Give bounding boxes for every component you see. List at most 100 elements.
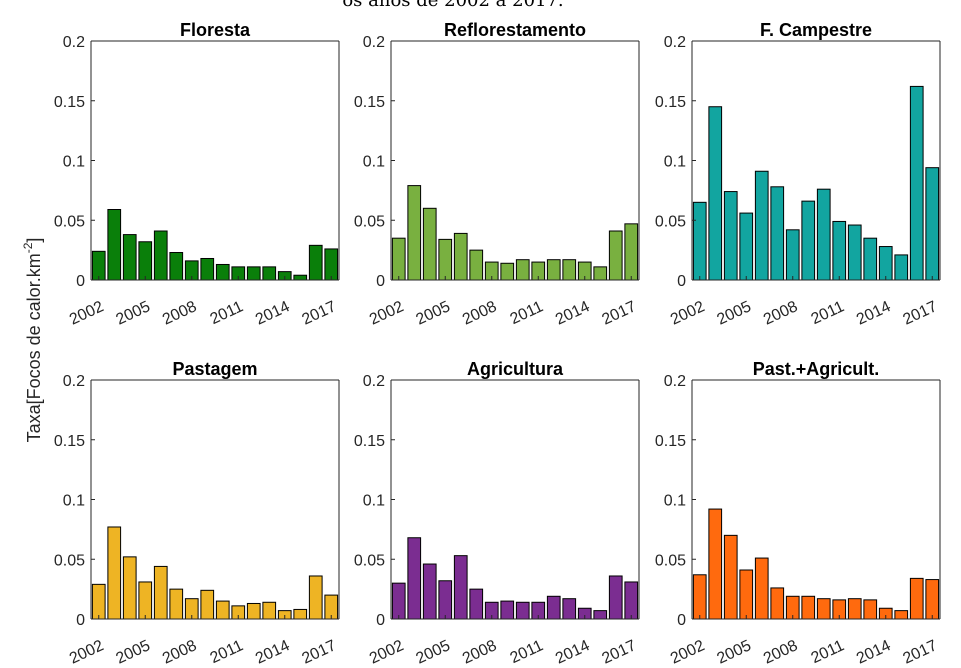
bar	[215, 263, 230, 281]
bar	[138, 241, 153, 281]
chart-panel: 0 0.05 0.1 0.15 0.2 2002 2005 2008 2011 2014 2017 P…	[54, 359, 340, 668]
x-tick-label: 2008	[761, 637, 801, 667]
bar	[246, 266, 261, 281]
y-tick-label: 0.1	[63, 493, 85, 510]
bar	[391, 237, 406, 281]
bar	[293, 608, 308, 620]
figure-caption-fragment: os anos de 2002 a 2017.	[342, 0, 563, 11]
bar	[832, 220, 847, 281]
bar	[770, 587, 785, 620]
bar	[107, 209, 122, 281]
y-tick-label: 0.15	[54, 94, 85, 111]
y-tick-label: 0	[76, 273, 85, 290]
bar	[438, 238, 453, 281]
x-tick-label: 2005	[714, 298, 754, 328]
bar	[246, 602, 261, 620]
y-tick-label: 0.05	[54, 213, 85, 230]
bar	[624, 223, 639, 281]
bar	[308, 244, 323, 281]
x-tick-label: 2014	[253, 298, 293, 328]
x-tick-label: 2002	[668, 298, 708, 328]
chart-panel: 0 0.05 0.1 0.15 0.2 2002 2005 2008 2011 2014 2017 R…	[354, 20, 640, 329]
x-tick-label: 2008	[460, 637, 500, 667]
x-tick-label: 2014	[553, 298, 593, 328]
y-tick-label: 0.15	[655, 94, 686, 111]
y-tick-label: 0.1	[664, 154, 686, 171]
bar	[624, 581, 639, 620]
x-tick-label: 2017	[599, 637, 639, 667]
x-tick-label: 2017	[299, 298, 339, 328]
bar	[91, 250, 106, 281]
y-tick-label: 0.2	[664, 34, 686, 51]
bar	[546, 259, 561, 281]
x-tick-label: 2014	[854, 637, 894, 667]
x-tick-label: 2017	[900, 637, 940, 667]
y-tick-label: 0.05	[354, 552, 385, 569]
bar	[122, 556, 137, 620]
x-tick-label: 2011	[508, 298, 546, 328]
x-tick-label: 2008	[160, 637, 200, 667]
bar	[453, 232, 468, 281]
y-tick-label: 0	[76, 612, 85, 629]
bar	[894, 610, 909, 620]
x-tick-label: 2011	[809, 298, 847, 328]
y-tick-label: 0	[376, 612, 385, 629]
bar	[469, 588, 484, 620]
bar	[438, 580, 453, 620]
y-tick-label: 0.1	[63, 154, 85, 171]
bar	[847, 598, 862, 620]
bar	[391, 582, 406, 620]
x-tick-label: 2008	[160, 298, 200, 328]
bar	[801, 200, 816, 281]
bar	[909, 577, 924, 620]
bar	[262, 266, 277, 281]
y-tick-label: 0.05	[54, 552, 85, 569]
bar	[593, 610, 608, 620]
x-tick-label: 2008	[460, 298, 500, 328]
x-tick-label: 2005	[113, 637, 153, 667]
bar	[169, 252, 184, 281]
y-tick-label: 0.15	[54, 433, 85, 450]
bar	[863, 599, 878, 620]
chart-panel: 0 0.05 0.1 0.15 0.2 2002 2005 2008 2011 2014 2017 F…	[54, 20, 340, 329]
x-tick-label: 2011	[508, 637, 546, 667]
bar	[754, 557, 769, 620]
chart-panel: 0 0.05 0.1 0.15 0.2 2002 2005 2008 2011 2014 2017 F…	[655, 20, 941, 329]
y-tick-label: 0.2	[63, 34, 85, 51]
y-tick-label: 0.2	[363, 34, 385, 51]
bar	[324, 248, 339, 281]
bar	[785, 229, 800, 281]
x-tick-label: 2011	[208, 637, 246, 667]
bar	[122, 234, 137, 281]
bar	[816, 188, 831, 281]
y-tick-label: 0.15	[354, 94, 385, 111]
bar	[138, 581, 153, 620]
bar	[453, 555, 468, 620]
bar	[925, 579, 940, 620]
bar	[200, 257, 215, 281]
bar	[608, 230, 623, 281]
bar	[894, 254, 909, 281]
bar	[107, 526, 122, 620]
x-tick-label: 2011	[809, 637, 847, 667]
y-tick-label: 0.1	[363, 154, 385, 171]
bar	[293, 274, 308, 281]
chart-title: Pastagem	[172, 359, 257, 379]
bar	[308, 575, 323, 620]
bar	[500, 262, 515, 281]
chart-title: Reflorestamento	[444, 20, 586, 40]
bar	[153, 565, 168, 620]
chart-title: F. Campestre	[760, 20, 872, 40]
chart-title: Floresta	[180, 20, 251, 40]
bar	[562, 598, 577, 620]
bar	[925, 167, 940, 281]
y-tick-label: 0	[677, 273, 686, 290]
bar	[215, 600, 230, 620]
y-tick-label: 0.15	[354, 433, 385, 450]
y-axis-label-main: Taxa[Focos de calor.km	[24, 253, 44, 442]
y-tick-label: 0	[677, 612, 686, 629]
x-tick-label: 2005	[714, 637, 754, 667]
x-tick-label: 2014	[553, 637, 593, 667]
bar	[200, 589, 215, 620]
y-tick-label: 0.1	[664, 493, 686, 510]
